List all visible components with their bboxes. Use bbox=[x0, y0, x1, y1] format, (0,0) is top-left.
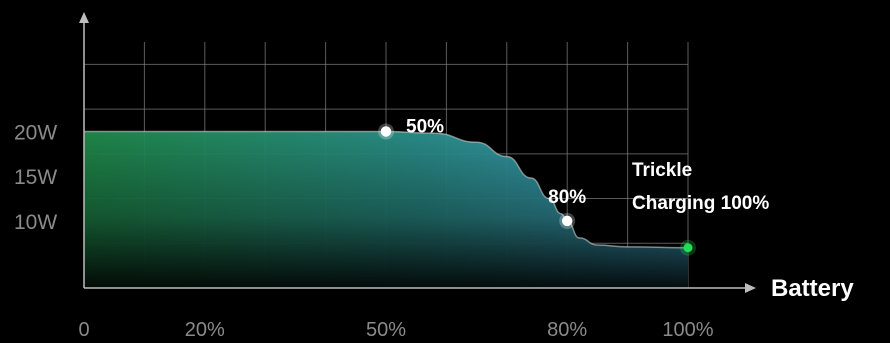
y-tick-label: 10W bbox=[14, 211, 57, 234]
x-tick-label: 0 bbox=[78, 319, 89, 341]
marker-label-50: 50% bbox=[406, 116, 444, 137]
marker-label-100: Trickle bbox=[632, 160, 692, 181]
markers: 50% 80% Trickle Charging 100% bbox=[378, 116, 769, 256]
marker-point bbox=[561, 215, 573, 227]
x-tick-labels: 0 20% 50% 80% 100% bbox=[78, 319, 713, 341]
y-tick-labels: 20W 15W 10W bbox=[14, 121, 57, 233]
area-fill bbox=[83, 130, 689, 288]
x-tick-label: 80% bbox=[547, 319, 587, 341]
y-tick-label: 15W bbox=[14, 166, 57, 189]
x-tick-label: 50% bbox=[366, 319, 406, 341]
x-tick-label: 100% bbox=[662, 319, 713, 341]
marker-point bbox=[683, 243, 693, 253]
x-axis-arrow-icon bbox=[745, 283, 756, 293]
marker-point bbox=[380, 126, 392, 137]
x-tick-label: 20% bbox=[185, 319, 225, 341]
series-line bbox=[83, 130, 689, 249]
axes bbox=[79, 12, 756, 293]
marker-label-100: Charging 100% bbox=[632, 193, 769, 214]
area-fade-shape bbox=[84, 131, 688, 288]
marker-label-80: 80% bbox=[548, 187, 586, 208]
y-axis-arrow-icon bbox=[79, 12, 89, 23]
y-tick-label: 20W bbox=[14, 121, 57, 144]
x-axis-label: Battery bbox=[771, 275, 854, 302]
